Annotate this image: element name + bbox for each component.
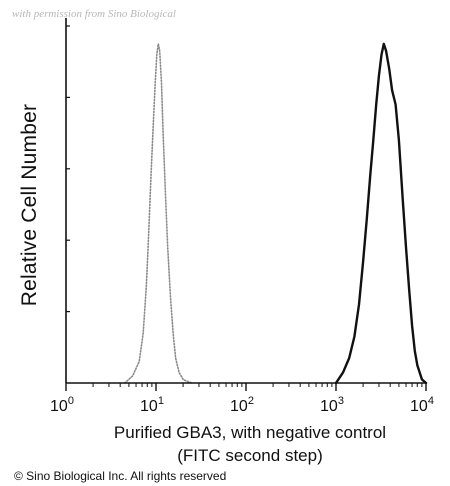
watermark: with permission from Sino Biological — [12, 8, 176, 20]
x-axis-label-line-2: (FITC second step) — [177, 446, 323, 465]
axes-layer: 100 101 102 103 104 — [50, 18, 434, 415]
x-tick-label: 100 — [50, 395, 74, 415]
x-tick-label: 102 — [230, 395, 254, 415]
x-tick-label: 101 — [140, 395, 164, 415]
x-tick-label: 104 — [410, 395, 434, 415]
copyright-notice: © Sino Biological Inc. All rights reserv… — [14, 469, 227, 483]
histogram-negative-control — [124, 43, 193, 384]
x-tick-label: 103 — [320, 395, 344, 415]
series-layer — [124, 42, 428, 385]
y-axis-label: Relative Cell Number — [18, 103, 41, 307]
histogram-gba3-stained — [334, 42, 428, 385]
x-axis-label-line-1: Purified GBA3, with negative control — [113, 423, 387, 442]
